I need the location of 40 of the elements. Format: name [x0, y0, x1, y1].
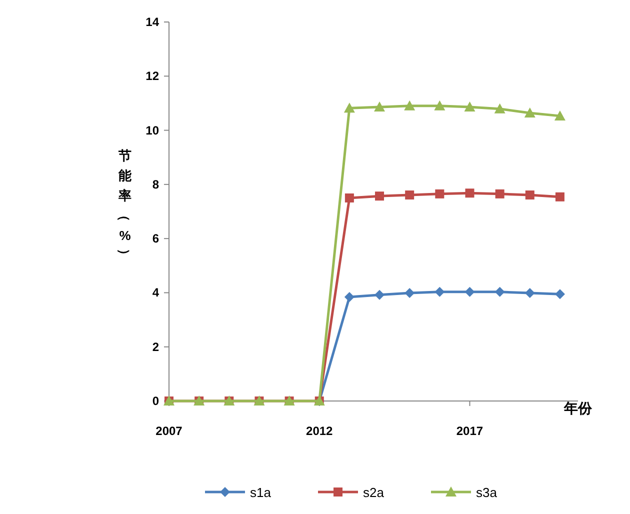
x-tick-label: 2012 [306, 424, 334, 438]
point [525, 190, 534, 200]
point [374, 102, 386, 112]
y-axis-title: 节能率（%） [117, 148, 132, 262]
point [344, 193, 354, 202]
y-tick-label: 2 [152, 340, 160, 354]
point [524, 288, 535, 298]
point [465, 188, 474, 198]
point [374, 290, 385, 300]
point [524, 107, 536, 118]
point [464, 102, 476, 112]
point [344, 102, 355, 113]
y-tick-label: 10 [146, 123, 160, 138]
legend-label: s3a [476, 485, 498, 500]
point [495, 189, 504, 198]
point [375, 192, 384, 201]
point [554, 289, 565, 300]
y-tick-label: 0 [152, 394, 160, 408]
point [464, 286, 475, 297]
x-tick-label: 2017 [456, 424, 484, 438]
point [434, 286, 445, 297]
point [494, 103, 506, 114]
y-tick-label: 6 [152, 232, 160, 246]
x-tick-label: 2007 [156, 424, 183, 438]
point [404, 100, 416, 110]
x-axis-title: 年份 [563, 400, 593, 416]
point [405, 190, 414, 200]
point [494, 286, 505, 297]
y-tick-label: 4 [152, 286, 160, 300]
legend-label: s1a [250, 485, 272, 500]
point [344, 292, 354, 302]
point [555, 192, 564, 202]
legend-label: s2a [363, 485, 385, 500]
point [435, 189, 444, 198]
point [554, 110, 566, 120]
y-tick-label: 14 [146, 15, 160, 29]
point [434, 100, 446, 110]
point [404, 288, 415, 298]
y-tick-label: 12 [146, 69, 160, 84]
y-tick-label: 8 [152, 177, 160, 192]
